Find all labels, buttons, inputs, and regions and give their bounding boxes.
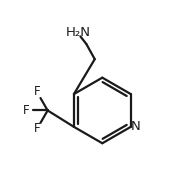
Text: F: F [23,104,30,117]
Text: F: F [34,85,40,99]
Text: F: F [34,122,40,135]
Text: H₂N: H₂N [65,26,90,39]
Text: N: N [131,120,140,133]
